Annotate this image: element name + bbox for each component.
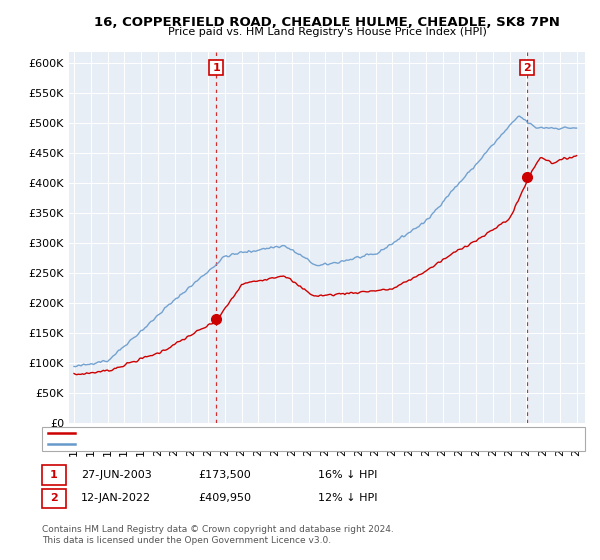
Text: 16, COPPERFIELD ROAD, CHEADLE HULME, CHEADLE, SK8 7PN (detached house): 16, COPPERFIELD ROAD, CHEADLE HULME, CHE… xyxy=(81,428,464,438)
Text: 12-JAN-2022: 12-JAN-2022 xyxy=(81,493,151,503)
Text: 1: 1 xyxy=(212,63,220,73)
Text: £409,950: £409,950 xyxy=(198,493,251,503)
Text: 2: 2 xyxy=(50,493,58,503)
Text: 12% ↓ HPI: 12% ↓ HPI xyxy=(318,493,377,503)
Text: HPI: Average price, detached house, Stockport: HPI: Average price, detached house, Stoc… xyxy=(81,440,303,449)
Text: 1: 1 xyxy=(50,470,58,480)
Text: 16% ↓ HPI: 16% ↓ HPI xyxy=(318,470,377,480)
Text: 16, COPPERFIELD ROAD, CHEADLE HULME, CHEADLE, SK8 7PN: 16, COPPERFIELD ROAD, CHEADLE HULME, CHE… xyxy=(94,16,560,29)
Text: Contains HM Land Registry data © Crown copyright and database right 2024.
This d: Contains HM Land Registry data © Crown c… xyxy=(42,525,394,545)
Text: 2: 2 xyxy=(523,63,531,73)
Text: 27-JUN-2003: 27-JUN-2003 xyxy=(81,470,152,480)
Text: Price paid vs. HM Land Registry's House Price Index (HPI): Price paid vs. HM Land Registry's House … xyxy=(167,27,487,37)
Text: £173,500: £173,500 xyxy=(198,470,251,480)
